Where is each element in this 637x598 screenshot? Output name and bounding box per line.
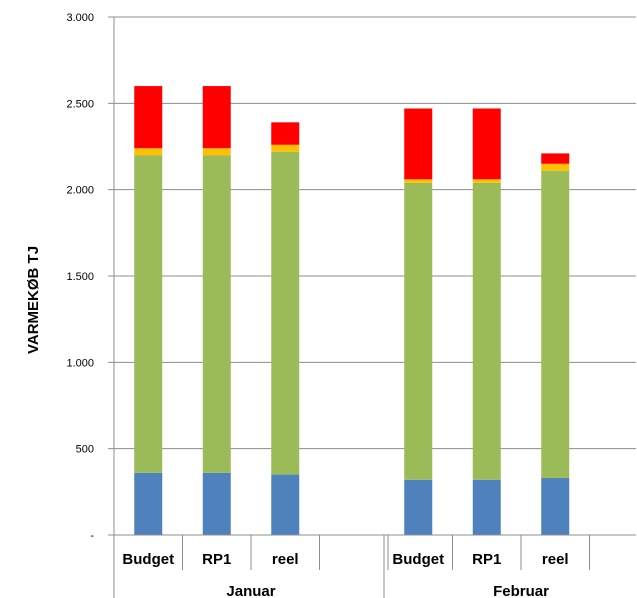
- bar-segment: [202, 148, 231, 156]
- bar-segment: [541, 170, 570, 479]
- bar-segment: [271, 474, 300, 535]
- x-category-label: Budget: [122, 551, 174, 568]
- bar-segment: [404, 108, 433, 180]
- bar-segment: [202, 86, 231, 149]
- bar-segment: [202, 155, 231, 473]
- x-category-label: reel: [542, 551, 569, 568]
- bar-segment: [271, 151, 300, 475]
- y-tick-label: 2.500: [66, 98, 94, 110]
- bar-segment: [271, 144, 300, 152]
- bar-segment: [134, 155, 163, 473]
- y-tick-label: -: [90, 530, 94, 542]
- x-group-label: Februar: [493, 583, 549, 598]
- y-axis-label: VARMEKØB TJ: [25, 246, 42, 354]
- x-category-label: RP1: [472, 551, 501, 568]
- y-tick-label: 500: [76, 444, 94, 456]
- bar-segment: [541, 163, 570, 171]
- bar-segment: [472, 182, 501, 480]
- y-tick-label: 3.000: [66, 12, 94, 24]
- y-tick-label: 1.500: [66, 271, 94, 283]
- bar-segment: [134, 86, 163, 149]
- bar-segment: [202, 472, 231, 535]
- bar-segment: [541, 478, 570, 535]
- bar-segment: [271, 122, 300, 145]
- x-category-labels: Budget RP1 reel Januar Budget RP1 reel Februar: [122, 551, 568, 598]
- bar-segment: [404, 479, 433, 535]
- axes: [113, 17, 636, 598]
- y-tick-labels: - 500 1.000 1.500 2.000 2.500 3.000: [66, 12, 94, 542]
- x-category-label: RP1: [202, 551, 231, 568]
- bar-segment: [472, 479, 501, 535]
- bar-series: [134, 86, 570, 535]
- bar-segment: [404, 179, 433, 183]
- y-tick-label: 1.000: [66, 357, 94, 369]
- x-group-label: Januar: [226, 583, 275, 598]
- bar-segment: [134, 472, 163, 535]
- x-category-label: Budget: [392, 551, 444, 568]
- bar-segment: [404, 182, 433, 480]
- x-category-label: reel: [272, 551, 299, 568]
- y-tick-label: 2.000: [66, 185, 94, 197]
- bar-segment: [134, 148, 163, 156]
- bar-segment: [541, 153, 570, 164]
- bar-segment: [472, 179, 501, 183]
- bar-segment: [472, 108, 501, 180]
